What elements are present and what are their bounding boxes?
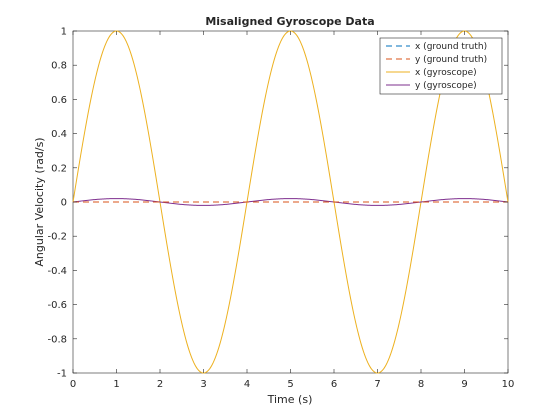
y-tick-label: -0.6 xyxy=(47,300,67,311)
x-tick-label: 7 xyxy=(374,379,380,390)
x-tick-label: 3 xyxy=(200,379,206,390)
y-tick-label: 0.8 xyxy=(51,61,67,72)
x-tick-label: 9 xyxy=(461,379,467,390)
y-tick-label: -0.8 xyxy=(47,334,67,345)
tick-layer: 0 1 2 3 4 5 6 7 8 9 10 -1 -0.8 -0.6 -0.4 -0.2 0 0.2 0.4 0.6… xyxy=(47,27,514,391)
y-tick-label: 0.6 xyxy=(51,95,67,106)
y-axis-label: Angular Velocity (rad/s) xyxy=(33,137,46,266)
x-tick-label: 4 xyxy=(244,379,250,390)
y-tick-label: 0.2 xyxy=(51,163,67,174)
y-tick-label: -0.2 xyxy=(47,232,67,243)
y-tick-label: 0 xyxy=(61,198,67,209)
legend: x (ground truth) y (ground truth) x (gyros… xyxy=(379,37,503,95)
x-tick-label: 1 xyxy=(113,379,119,390)
chart-title: Misaligned Gyroscope Data xyxy=(205,15,374,28)
legend-label: x (gyroscope) xyxy=(415,68,477,78)
legend-label: x (ground truth) xyxy=(415,42,487,52)
x-tick-label: 10 xyxy=(502,379,515,390)
legend-label: y (gyroscope) xyxy=(415,81,477,91)
legend-label: y (ground truth) xyxy=(415,55,487,65)
x-tick-label: 6 xyxy=(331,379,337,390)
x-axis-label: Time (s) xyxy=(267,393,313,406)
y-tick-label: -1 xyxy=(57,369,67,380)
series-line-3 xyxy=(72,198,509,206)
y-tick-label: 0.4 xyxy=(51,129,67,140)
x-tick-label: 0 xyxy=(70,379,76,390)
x-tick-label: 5 xyxy=(287,379,293,390)
x-tick-label: 8 xyxy=(418,379,424,390)
y-tick-label: -0.4 xyxy=(47,266,67,277)
y-tick-label: 1 xyxy=(61,27,67,38)
x-tick-label: 2 xyxy=(157,379,163,390)
legend-items: x (ground truth) y (ground truth) x (gyros… xyxy=(386,42,487,91)
